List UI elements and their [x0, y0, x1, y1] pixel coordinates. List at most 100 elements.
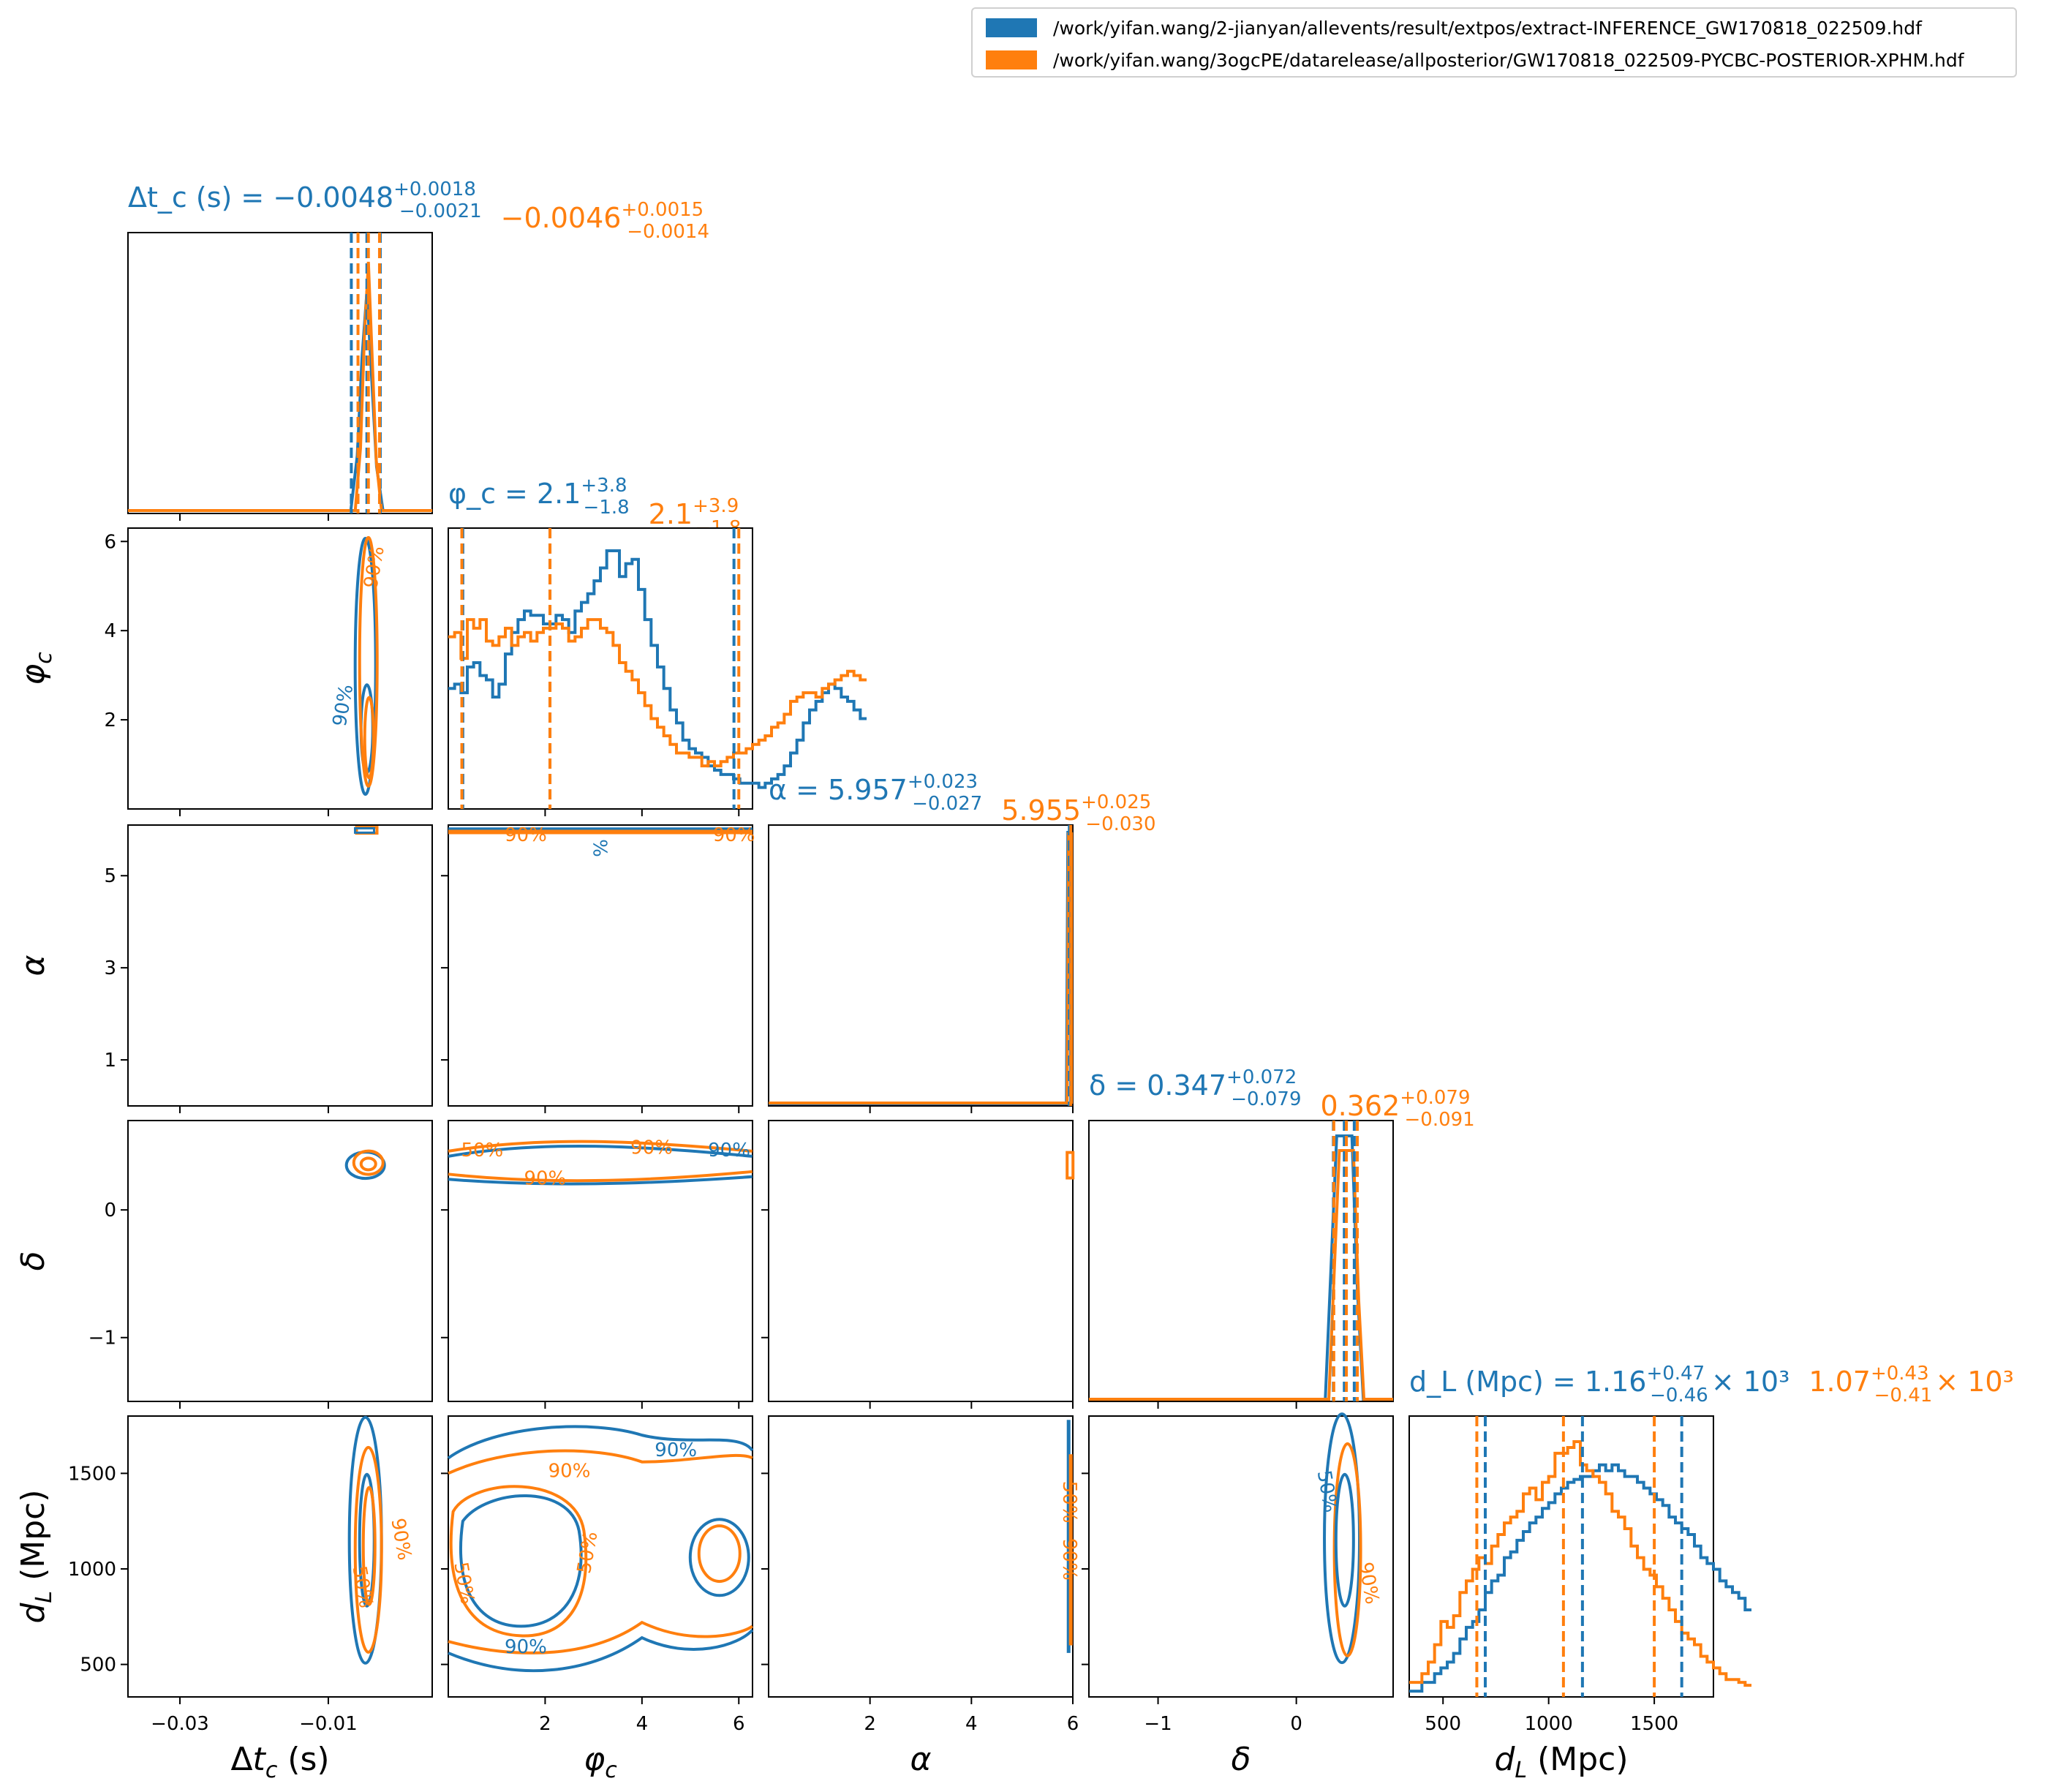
contour-90-run1	[353, 536, 377, 796]
diag-title: α = 5.957+0.023 −0.027 5.955+0.025 −0.030	[769, 771, 1156, 835]
hist-run1	[448, 549, 867, 789]
panel-dl-vs-delta: −1 050%90%	[1082, 1412, 1394, 1735]
contour-label: 90%	[1058, 1538, 1080, 1581]
panel-frame	[768, 1120, 1074, 1402]
panel-frame	[127, 1415, 433, 1698]
panel-diag-dl: 500 1000 1500	[1408, 1415, 1751, 1735]
legend-label-run2: /work/yifan.wang/3ogcPE/datarelease/allp…	[1053, 49, 1964, 71]
panel-frame	[448, 824, 753, 1107]
x-tick-label: 6	[733, 1713, 745, 1735]
legend: /work/yifan.wang/2-jianyan/allevents/res…	[971, 7, 2017, 78]
contour-50-run1	[459, 1494, 583, 1628]
contour-50-run1b	[688, 1518, 750, 1597]
y-axis-label: α	[15, 955, 52, 976]
contour-50-run2	[363, 696, 375, 780]
panel-frame	[768, 824, 1074, 1107]
hist-run1	[1409, 1463, 1751, 1693]
panel-diag-delta	[1088, 1120, 1394, 1409]
contour-50-run2	[449, 1485, 588, 1638]
contour-label: 90%	[708, 1140, 750, 1162]
panel-frame	[768, 1415, 1074, 1698]
x-tick-label: 1500	[1630, 1713, 1678, 1735]
panel-frame	[127, 824, 433, 1107]
contour-90-run2	[352, 1149, 385, 1176]
x-tick-label: 4	[636, 1713, 649, 1735]
y-tick-label: 1	[104, 1050, 116, 1072]
panel-frame	[127, 1120, 433, 1402]
contour-label: 90%	[548, 1461, 591, 1483]
x-tick-label: −0.03	[151, 1713, 209, 1735]
panel-delta-vs-phic: 90% 90% 50% 90%	[441, 1120, 753, 1409]
x-tick-label: −0.01	[299, 1713, 358, 1735]
y-tick-label: 4	[104, 620, 116, 642]
panel-frame	[1088, 1120, 1394, 1402]
y-axis-label: φc	[15, 652, 57, 685]
x-axis-label: φc	[584, 1741, 617, 1783]
panel-delta-vs-dtc: −1 0	[88, 1120, 433, 1409]
hist-run2	[448, 618, 867, 768]
panel-alpha-vs-phic: 90%% 90%	[441, 824, 755, 1113]
contour-run1	[353, 827, 375, 834]
x-axis-label: dL (Mpc)	[1494, 1741, 1628, 1783]
diag-title: Δt_c (s) = −0.0048+0.0018 −0.0021 −0.0046+…	[128, 178, 709, 243]
contour-90-run2	[353, 1445, 383, 1654]
contour-label: %	[589, 839, 611, 857]
contour-90-run2	[448, 1140, 753, 1183]
y-tick-label: 2	[104, 709, 116, 731]
contour-50-run2	[359, 1156, 377, 1172]
x-tick-label: 2	[864, 1713, 876, 1735]
contour-label: 90%	[713, 824, 755, 846]
hist-run2	[1409, 1440, 1751, 1687]
panel-dl-vs-phic: 2 4 690%90%50%90%50%	[441, 1415, 754, 1735]
contour-90-run2	[358, 535, 379, 788]
x-tick-label: 4	[965, 1713, 978, 1735]
contour-label: 50%	[1058, 1481, 1080, 1524]
legend-swatch-run2	[986, 50, 1037, 69]
x-tick-label: 1000	[1525, 1713, 1573, 1735]
panel-dl-vs-alpha: 2 4 6 50% 90%	[761, 1415, 1080, 1735]
y-tick-label: 1000	[68, 1559, 116, 1581]
y-axis-label: dL (Mpc)	[15, 1489, 57, 1623]
panel-frame	[448, 1120, 753, 1402]
contour-50-run1	[1334, 1472, 1355, 1608]
diag-title: δ = 0.347+0.072 −0.079 0.362+0.079 −0.091	[1089, 1066, 1475, 1131]
legend-swatch-run1	[986, 18, 1037, 37]
panel-frame	[127, 232, 433, 514]
contour-50-run2	[361, 1486, 377, 1606]
legend-entry-run2: /work/yifan.wang/3ogcPE/datarelease/allp…	[986, 45, 1964, 75]
contour-90-run1	[447, 1425, 754, 1673]
y-tick-label: 6	[104, 531, 116, 553]
diag-title: d_L (Mpc) = 1.16+0.47 −0.46 × 10³ 1.07+0.43…	[1409, 1363, 2014, 1407]
x-tick-label: 2	[539, 1713, 551, 1735]
panel-diag-dtc	[127, 232, 433, 521]
y-tick-label: 500	[80, 1654, 116, 1676]
y-tick-label: 0	[104, 1200, 116, 1221]
contour-run2	[1066, 1151, 1075, 1180]
y-tick-label: 5	[104, 865, 116, 887]
y-tick-label: 3	[104, 957, 116, 979]
legend-label-run1: /work/yifan.wang/2-jianyan/allevents/res…	[1053, 17, 1922, 39]
contour-90-run2	[1332, 1442, 1362, 1657]
x-tick-label: 0	[1290, 1713, 1302, 1735]
y-tick-label: −1	[88, 1328, 116, 1349]
panel-frame	[127, 527, 433, 810]
contour-90-run1	[448, 1144, 753, 1186]
x-axis-label: δ	[1232, 1741, 1251, 1778]
panel-delta-vs-alpha	[761, 1120, 1075, 1409]
contour-label: 90%	[505, 1636, 547, 1658]
contour-label: 90%	[524, 1167, 567, 1189]
panel-diag-alpha	[768, 824, 1074, 1113]
x-axis-label: Δtc (s)	[230, 1741, 329, 1783]
contour-label: 50%	[461, 1140, 503, 1162]
contour-90-run2	[448, 1449, 753, 1654]
contour-label: 90%	[630, 1137, 673, 1159]
hist-run2	[1089, 1149, 1393, 1401]
x-tick-label: −1	[1144, 1713, 1172, 1735]
x-tick-label: 500	[1425, 1713, 1461, 1735]
x-tick-label: 6	[1067, 1713, 1079, 1735]
x-axis-label: α	[910, 1741, 931, 1778]
panel-alpha-vs-dtc: 1 3 5	[104, 824, 433, 1113]
